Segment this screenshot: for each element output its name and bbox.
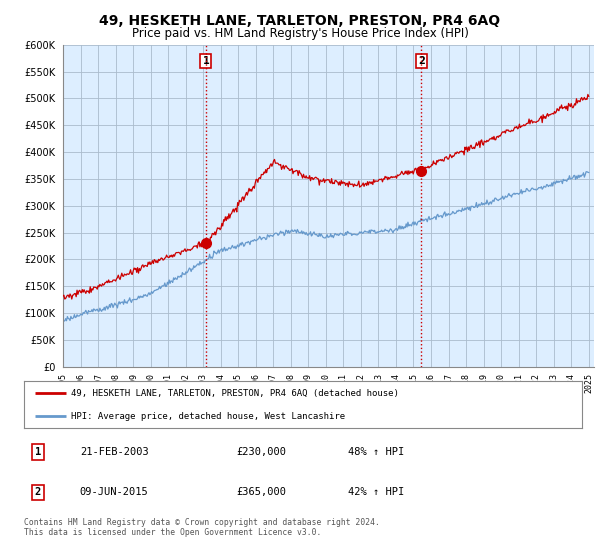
Text: £365,000: £365,000 xyxy=(236,487,286,497)
Text: 2: 2 xyxy=(418,56,425,66)
Text: 09-JUN-2015: 09-JUN-2015 xyxy=(80,487,149,497)
Text: Price paid vs. HM Land Registry's House Price Index (HPI): Price paid vs. HM Land Registry's House … xyxy=(131,27,469,40)
Text: 1: 1 xyxy=(35,447,41,457)
Text: 49, HESKETH LANE, TARLETON, PRESTON, PR4 6AQ: 49, HESKETH LANE, TARLETON, PRESTON, PR4… xyxy=(100,14,500,28)
Text: 1: 1 xyxy=(202,56,209,66)
Text: Contains HM Land Registry data © Crown copyright and database right 2024.
This d: Contains HM Land Registry data © Crown c… xyxy=(24,518,380,538)
Text: 48% ↑ HPI: 48% ↑ HPI xyxy=(347,447,404,457)
Text: £230,000: £230,000 xyxy=(236,447,286,457)
Text: 21-FEB-2003: 21-FEB-2003 xyxy=(80,447,149,457)
Text: 49, HESKETH LANE, TARLETON, PRESTON, PR4 6AQ (detached house): 49, HESKETH LANE, TARLETON, PRESTON, PR4… xyxy=(71,389,400,398)
Text: 42% ↑ HPI: 42% ↑ HPI xyxy=(347,487,404,497)
Text: HPI: Average price, detached house, West Lancashire: HPI: Average price, detached house, West… xyxy=(71,412,346,421)
Text: 2: 2 xyxy=(35,487,41,497)
